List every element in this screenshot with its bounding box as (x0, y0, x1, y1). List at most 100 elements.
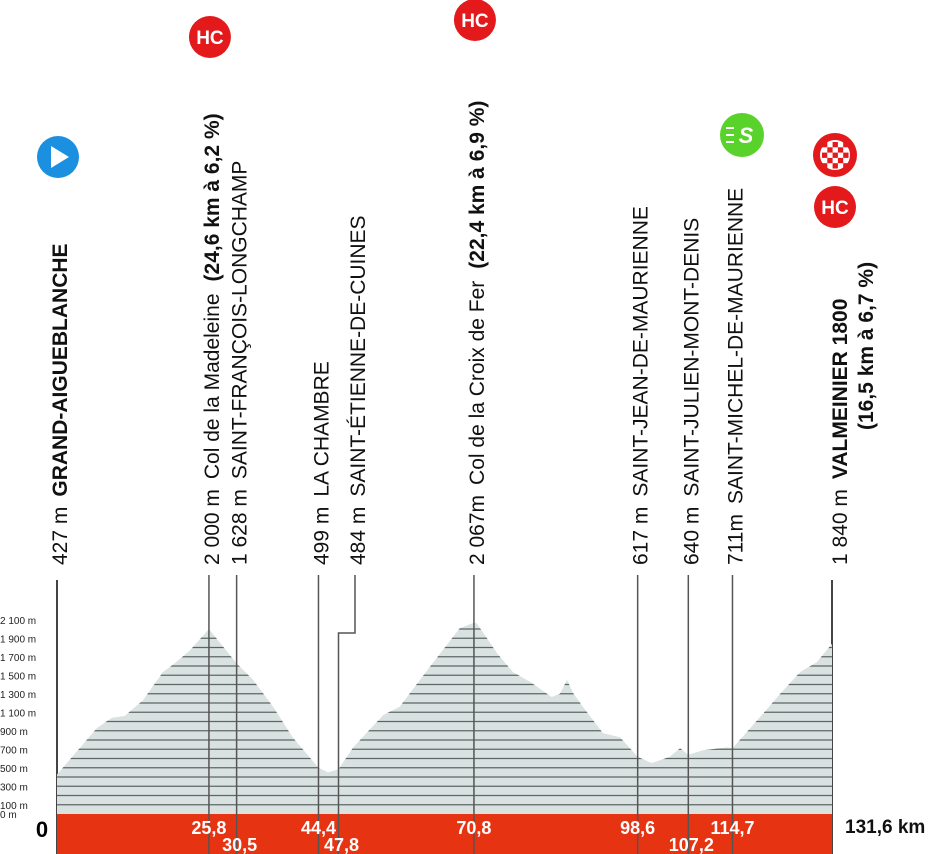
marker-elevation: 427 m (49, 507, 72, 565)
hc-icon: HC (453, 0, 496, 41)
marker: 2 067m Col de la Croix de Fer (22,4 km à 6… (453, 0, 496, 854)
checker-square (827, 147, 833, 153)
checker-square (832, 163, 838, 169)
marker: 2 000 m Col de la Madeleine (24,6 km à 6,2… (188, 16, 231, 854)
checker-square (843, 142, 849, 148)
marker-label: 1 628 m SAINT-FRANÇOIS-LONGCHAMP (229, 161, 252, 565)
checker-square (843, 152, 849, 158)
checker-square (832, 152, 838, 158)
marker-line (337, 575, 356, 854)
checker-square (822, 142, 828, 148)
start-km-label: 0 (36, 817, 48, 842)
marker-label: 617 m SAINT-JEAN-DE-MAURIENNE (630, 206, 653, 565)
elevation-profile (57, 622, 832, 814)
marker-climb-detail: (24,6 km à 6,2 %) (201, 113, 224, 281)
marker: 617 m SAINT-JEAN-DE-MAURIENNE 98,6 (620, 206, 655, 854)
marker-elevation: 1 628 m (229, 489, 252, 565)
marker-elevation: 617 m (630, 507, 653, 565)
km-label: 98,6 (620, 818, 655, 838)
checker-square (837, 147, 844, 153)
y-tick-label: 2 100 m (0, 616, 36, 627)
marker: 711m SAINT-MICHEL-DE-MAURIENNE 114,7 S (710, 113, 764, 854)
start-icon (37, 136, 79, 178)
marker-label: 1 840 m VALMEINIER 1800 (829, 299, 852, 565)
sprint-icon-label: S (739, 123, 754, 148)
profile-stripes (57, 628, 832, 806)
hc-icon-circle (453, 0, 496, 41)
markers: 427 m GRAND-AIGUEBLANCHE 2 000 m Col de la … (37, 0, 878, 854)
checker-square (843, 163, 849, 169)
marker-name: SAINT-FRANÇOIS-LONGCHAMP (229, 161, 252, 480)
marker-elevation: 499 m (310, 507, 333, 565)
km-label: 114,7 (710, 818, 754, 838)
marker-name: GRAND-AIGUEBLANCHE (49, 243, 72, 496)
km-label: 70,8 (456, 818, 491, 838)
km-label: 107,2 (669, 835, 714, 854)
marker: 640 m SAINT-JULIEN-MONT-DENIS 107,2 (669, 218, 714, 854)
marker-label: 2 000 m Col de la Madeleine (24,6 km à 6,2… (201, 113, 224, 565)
marker-name: SAINT-MICHEL-DE-MAURIENNE (724, 188, 747, 504)
y-tick-label: 1 300 m (0, 690, 36, 701)
marker: 1 840 m VALMEINIER 1800 (16,5 km à 6,7 %) H… (813, 133, 878, 565)
y-tick-label: 500 m (0, 764, 28, 775)
hc-icon-circle (188, 16, 231, 58)
marker-name: SAINT-JEAN-DE-MAURIENNE (630, 206, 653, 497)
marker-elevation: 1 840 m (829, 489, 852, 565)
marker-elevation: 2 067m (466, 495, 489, 565)
marker-climb-detail: (16,5 km à 6,7 %) (855, 262, 878, 430)
marker-label: 499 m LA CHAMBRE (310, 361, 333, 565)
y-tick-label: 1 500 m (0, 671, 36, 682)
y-tick-label: 900 m (0, 727, 28, 738)
finish-flag-icon (813, 133, 857, 177)
hc-icon-label: HC (821, 198, 849, 219)
km-label: 47,8 (324, 835, 359, 854)
sprint-icon: S (720, 113, 764, 157)
checker-square (822, 152, 828, 158)
y-tick-label: 700 m (0, 745, 28, 756)
y-axis: 2 100 m 1 900 m 1 700 m 1 500 m 1 300 m 1 100… (0, 580, 833, 854)
marker-label: 640 m SAINT-JULIEN-MONT-DENIS (680, 218, 703, 565)
marker-name: VALMEINIER 1800 (829, 299, 852, 480)
marker: 499 m LA CHAMBRE 44,4 (301, 361, 336, 854)
marker-name: SAINT-JULIEN-MONT-DENIS (680, 218, 703, 497)
marker-elevation: 640 m (680, 507, 703, 565)
marker-name: Col de la Madeleine (201, 293, 224, 479)
km-label: 30,5 (222, 835, 257, 854)
checker-square (837, 157, 844, 164)
marker-elevation: 484 m (347, 507, 370, 565)
marker: 1 628 m SAINT-FRANÇOIS-LONGCHAMP 30,5 (222, 161, 257, 854)
checker-square (827, 157, 833, 164)
marker-climb-detail: (22,4 km à 6,9 %) (466, 101, 489, 269)
marker-name: Col de la Croix de Fer (466, 281, 489, 485)
marker-label: 711m SAINT-MICHEL-DE-MAURIENNE (724, 188, 747, 565)
checker-square (832, 142, 838, 148)
distance-band (57, 814, 832, 854)
y-tick-label: 0 m (0, 810, 17, 821)
checker-square (822, 163, 828, 169)
total-distance-label: 131,6 km (845, 817, 925, 838)
y-tick-label: 100 m (0, 801, 28, 812)
km-label: 25,8 (191, 818, 226, 838)
y-tick-label: 300 m (0, 782, 28, 793)
marker-label: 427 m GRAND-AIGUEBLANCHE (49, 243, 72, 565)
y-tick-label: 1 900 m (0, 634, 36, 645)
y-tick-label: 1 100 m (0, 708, 36, 719)
hc-icon-label: HC (461, 11, 489, 32)
marker-name: SAINT-ÉTIENNE-DE-CUINES (347, 215, 370, 496)
hc-icon: HC (188, 16, 231, 58)
marker-elevation: 711m (724, 514, 747, 565)
marker: 484 m SAINT-ÉTIENNE-DE-CUINES 47,8 (324, 215, 370, 854)
marker-elevation: 2 000 m (201, 489, 224, 565)
sprint-icon-circle (720, 113, 764, 157)
y-tick-label: 1 700 m (0, 653, 36, 664)
km-label: 44,4 (301, 818, 336, 838)
hc-icon: HC (814, 186, 856, 228)
hc-icon-circle (814, 186, 856, 228)
marker-label: 484 m SAINT-ÉTIENNE-DE-CUINES (347, 215, 370, 565)
hc-icon-label: HC (196, 28, 224, 49)
marker-label: 2 067m Col de la Croix de Fer (22,4 km à 6… (466, 101, 489, 565)
marker: 427 m GRAND-AIGUEBLANCHE (37, 136, 79, 565)
play-triangle-icon (51, 146, 69, 168)
marker-name: LA CHAMBRE (310, 361, 333, 496)
